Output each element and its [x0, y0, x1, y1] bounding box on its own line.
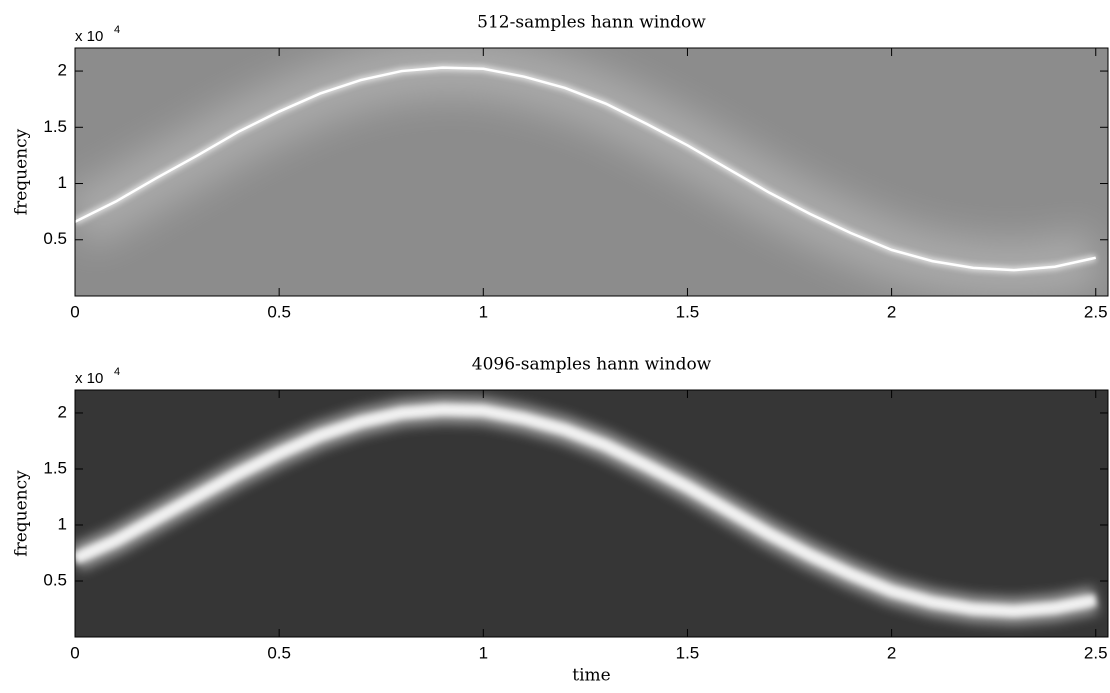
- y-exponent: 4: [114, 24, 120, 36]
- x-tick-label: 0.5: [267, 302, 291, 321]
- y-multiplier: x 10: [75, 28, 103, 45]
- axes-box: [74, 47, 1109, 297]
- x-tick-label: 2.5: [1084, 643, 1108, 662]
- y-tick-label: 0.5: [43, 570, 67, 589]
- y-tick-label: 2: [58, 402, 67, 421]
- x-tick-label: 1: [479, 302, 488, 321]
- y-tick-label: 1: [58, 173, 67, 192]
- y-multiplier: x 10: [75, 370, 103, 387]
- x-tick-label: 2: [887, 643, 896, 662]
- ridge-group: [75, 48, 1103, 296]
- x-tick-label: 0: [70, 643, 79, 662]
- x-tick-label: 1: [479, 643, 488, 662]
- y-axis-label: frequency: [12, 470, 32, 557]
- x-tick-label: 2.5: [1084, 302, 1108, 321]
- x-tick-label: 0.5: [267, 643, 291, 662]
- y-axis-label: frequency: [12, 128, 32, 215]
- y-tick-label: 2: [58, 61, 67, 80]
- x-tick-label: 0: [70, 302, 79, 321]
- axes-box: [74, 389, 1109, 638]
- ridge: [75, 66, 1097, 272]
- x-tick-label: 1.5: [676, 643, 700, 662]
- ridge: [75, 403, 1097, 618]
- y-tick-label: 0.5: [43, 229, 67, 248]
- chart-title: 512-samples hann window: [477, 13, 706, 33]
- x-axis-label: time: [572, 666, 610, 686]
- x-tick-label: 1.5: [676, 302, 700, 321]
- y-exponent: 4: [114, 366, 120, 378]
- y-tick-label: 1.5: [43, 458, 67, 477]
- y-tick-label: 1.5: [43, 117, 67, 136]
- x-tick-label: 2: [887, 302, 896, 321]
- y-tick-label: 1: [58, 514, 67, 533]
- ridge-group: [75, 396, 1099, 625]
- chart-title: 4096-samples hann window: [472, 355, 712, 375]
